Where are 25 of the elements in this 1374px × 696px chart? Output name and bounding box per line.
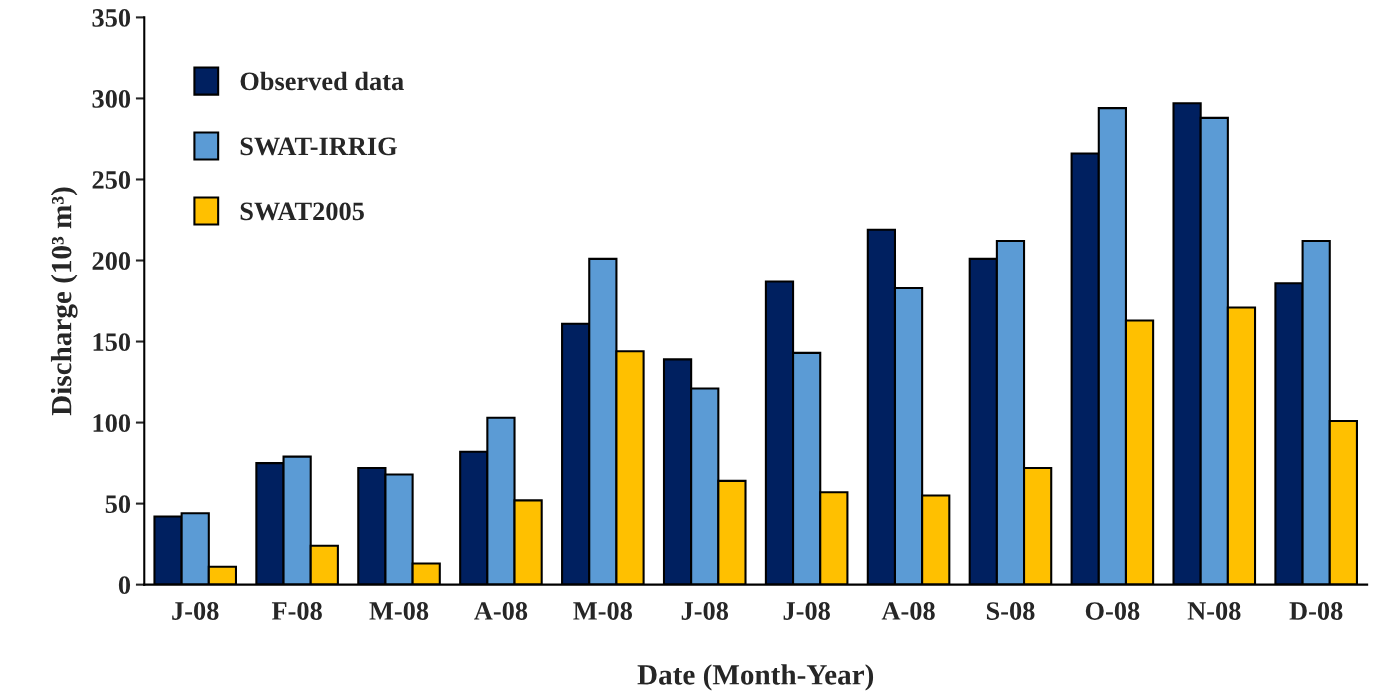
x-tick-label: J-08: [783, 602, 830, 620]
x-tick-label: O-08: [1085, 602, 1140, 620]
x-tick-label: S-08: [986, 602, 1035, 620]
legend-label: SWAT2005: [240, 202, 364, 221]
x-axis-title: Date (Month-Year): [637, 664, 874, 691]
y-tick-label: 250: [92, 171, 131, 189]
y-tick-label: 100: [93, 414, 131, 432]
y-tick-label: 200: [92, 252, 131, 270]
x-tick-label: M-08: [369, 602, 429, 620]
y-tick-label: 350: [92, 9, 131, 27]
x-tick-label: N-08: [1187, 602, 1241, 620]
x-tick-label: D-08: [1289, 602, 1343, 620]
y-axis-title: Discharge (10³ m³): [50, 187, 78, 416]
x-tick-label: A-08: [474, 602, 528, 620]
y-tick-label: 0: [118, 576, 131, 595]
y-tick-label: 300: [92, 90, 131, 108]
y-tick-label: 50: [105, 495, 131, 514]
x-tick-label: M-08: [573, 602, 633, 620]
x-tick-label: J-08: [681, 602, 729, 620]
x-tick-label: F-08: [271, 602, 322, 620]
y-tick-label: 150: [93, 333, 131, 351]
legend-label: Observed data: [240, 71, 404, 91]
x-tick-label: A-08: [881, 602, 935, 620]
legend-label: SWAT-IRRIG: [240, 137, 397, 156]
x-tick-label: J-08: [172, 602, 219, 620]
